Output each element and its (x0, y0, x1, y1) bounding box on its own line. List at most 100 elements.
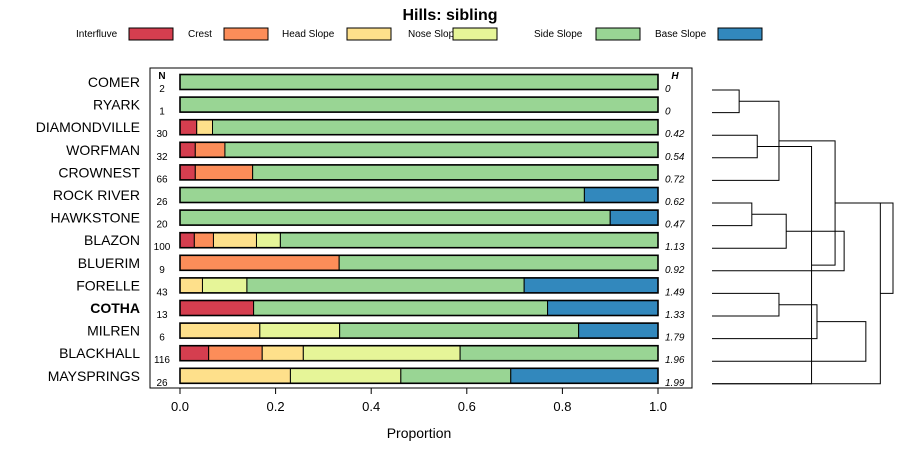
x-tick-label: 0.8 (553, 399, 571, 414)
bar-segment-side-slope (179, 96, 659, 113)
bar-segment-crest (179, 254, 340, 271)
bar-segment-side-slope (339, 322, 580, 339)
bar-outline (179, 344, 659, 362)
bar-row: COMER 2 0 (88, 73, 671, 95)
row-n-value: 30 (156, 129, 168, 140)
legend-swatch (595, 27, 641, 41)
bar-segment-crest (208, 345, 263, 362)
x-tick-label: 0.4 (362, 399, 380, 414)
bar-segment-side-slope (179, 74, 659, 90)
x-axis: 0.0 0.2 0.4 0.6 0.8 1.0 (171, 388, 667, 414)
row-n-value: 116 (154, 355, 170, 366)
dendrogram-link (712, 292, 780, 317)
bar-row: CROWNEST 66 0.72 (58, 164, 685, 185)
legend-label: Nose Slope (408, 29, 460, 40)
bar-segment-side-slope (338, 254, 659, 271)
row-n-value: 13 (156, 310, 168, 321)
dendrogram-link (712, 146, 813, 385)
row-n-value: 66 (156, 174, 168, 185)
bar-segment-crest (194, 141, 226, 158)
row-h-value: 0 (665, 107, 671, 118)
row-label: FORELLE (76, 277, 140, 293)
row-n-value: 6 (159, 333, 165, 344)
bar-segment-head-slope (179, 277, 203, 294)
bar-row: WORFMAN 32 0.54 (66, 141, 685, 163)
bar-segment-side-slope (400, 367, 512, 384)
bar-segment-nose-slope (259, 322, 341, 339)
n-column-header: N (158, 71, 165, 82)
row-h-value: 1.79 (665, 333, 685, 344)
bar-segment-head-slope (261, 345, 304, 362)
row-n-value: 26 (156, 378, 168, 389)
dendrogram-link (778, 140, 836, 266)
bar-segment-side-slope (179, 209, 611, 226)
row-label: DIAMONDVILLE (36, 119, 140, 135)
bar-outline (179, 254, 659, 272)
bar-segment-base-slope (523, 277, 659, 294)
x-tick-label: 0.6 (458, 399, 476, 414)
row-h-value: 1.49 (665, 287, 685, 298)
bar-outline (179, 141, 659, 159)
row-h-value: 1.99 (665, 378, 685, 389)
bar-outline (179, 186, 659, 204)
bar-segment-head-slope (196, 119, 214, 136)
bar-row: COTHA 13 1.33 (90, 299, 685, 321)
dendrogram-link (835, 202, 894, 294)
row-h-value: 1.13 (665, 242, 685, 253)
bar-row: BLUERIM 9 0.92 (78, 254, 685, 276)
row-label: CROWNEST (58, 164, 140, 180)
x-tick-label: 0.0 (171, 399, 189, 414)
dendrogram-link (712, 100, 780, 181)
x-tick-label: 1.0 (649, 399, 667, 414)
bar-segment-side-slope (279, 232, 659, 249)
row-label: COMER (88, 74, 140, 90)
legend-label: Base Slope (655, 29, 707, 40)
row-label: COTHA (90, 300, 140, 316)
bar-outline (179, 96, 659, 113)
row-h-value: 0.42 (665, 129, 685, 140)
row-label: RYARK (93, 97, 141, 113)
row-n-value: 43 (156, 287, 168, 298)
bar-row: BLAZON 100 1.13 (84, 231, 685, 253)
bar-outline (179, 73, 659, 91)
row-label: MAYSPRINGS (48, 368, 140, 384)
row-h-value: 0.47 (665, 220, 685, 231)
bar-outline (179, 277, 659, 294)
bar-row: BLACKHALL 116 1.96 (59, 344, 685, 366)
bar-segment-interfluve (179, 141, 196, 158)
bar-segment-nose-slope (201, 277, 248, 294)
row-n-value: 32 (156, 152, 168, 163)
bar-outline (179, 118, 659, 136)
bar-outline (179, 299, 659, 317)
bar-row: MILREN 6 1.79 (87, 322, 685, 344)
row-n-value: 100 (154, 242, 171, 253)
row-label: ROCK RIVER (53, 187, 140, 203)
bar-segment-interfluve (179, 232, 195, 249)
row-label: BLUERIM (78, 255, 140, 271)
row-h-value: 0.54 (665, 152, 685, 163)
bar-row: HAWKSTONE 20 0.47 (51, 209, 685, 231)
bar-segment-base-slope (583, 187, 659, 203)
bar-segment-interfluve (179, 345, 210, 362)
bar-row: ROCK RIVER 26 0.62 (53, 186, 685, 208)
bar-outline (179, 231, 659, 249)
plot-frame (149, 67, 693, 389)
row-label: BLACKHALL (59, 345, 140, 361)
row-n-value: 26 (156, 197, 168, 208)
dendrogram-link (712, 230, 845, 272)
chart-title: Hills: sibling (402, 7, 497, 24)
bar-row: RYARK 1 0 (93, 96, 671, 118)
legend-label: Side Slope (534, 29, 583, 40)
bar-segment-side-slope (246, 277, 525, 294)
bar-outline (179, 367, 659, 385)
row-h-value: 0.62 (665, 197, 685, 208)
legend-label: Interfluve (76, 29, 118, 40)
row-h-value: 1.96 (665, 355, 685, 366)
bar-outline (179, 164, 659, 181)
bar-segment-nose-slope (302, 345, 461, 362)
dendrogram-link (712, 321, 867, 362)
bar-row: DIAMONDVILLE 30 0.42 (36, 118, 685, 140)
dendrogram-link (712, 304, 818, 340)
bar-segment-side-slope (224, 141, 659, 158)
